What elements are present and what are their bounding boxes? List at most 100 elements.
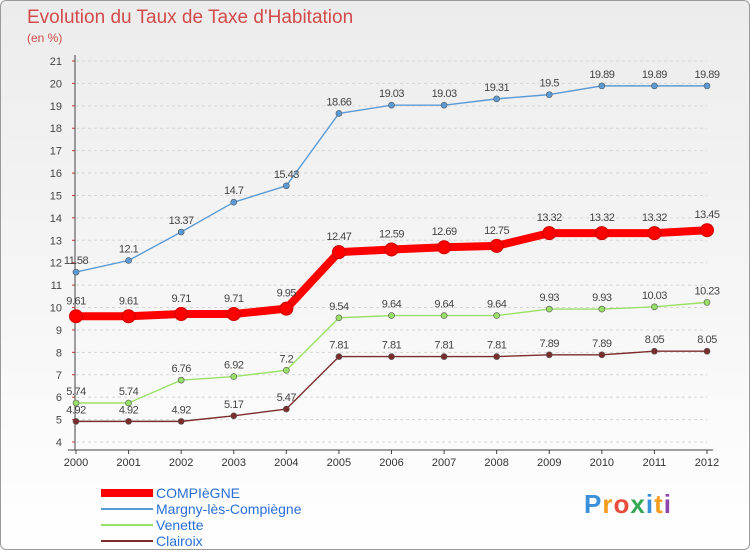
data-labels: 9.61 9.61 9.71 9.71 9.95 12.47 12.59 12.69 12.75… (64, 69, 721, 417)
series-3-point (125, 418, 132, 425)
y-tick-label: 16 (50, 168, 62, 180)
series-2-point (440, 312, 448, 319)
y-tick-label: 18 (50, 123, 62, 135)
data-label: 14.7 (224, 185, 244, 197)
legend-swatch (101, 508, 153, 510)
legend-swatch (101, 524, 153, 526)
series-2-point (493, 312, 500, 319)
data-label: 9.64 (382, 299, 402, 311)
data-label: 9.61 (119, 295, 139, 307)
proxiti-logo: Proxiti (584, 489, 672, 520)
legend-item: COMPIèGNE (101, 485, 361, 501)
data-label: 19.5 (540, 78, 560, 90)
series-2-point (335, 314, 343, 322)
data-label: 4.92 (119, 404, 139, 416)
series-2-point (177, 376, 185, 384)
logo-letter: i (645, 489, 655, 519)
series-0-point (489, 238, 504, 253)
data-label: 13.45 (694, 209, 719, 221)
data-label: 19.31 (484, 82, 509, 94)
series-2-point (598, 305, 606, 313)
y-tick-label: 20 (50, 78, 62, 90)
legend-item: Clairoix (101, 533, 361, 549)
legend: COMPIèGNE Margny-lès-Compiègne Venette Clai… (101, 485, 361, 549)
series-0-point (69, 309, 83, 324)
series-3-point (177, 418, 185, 425)
data-label: 19.89 (694, 69, 719, 81)
legend-swatch (101, 540, 153, 542)
series-1-point (651, 82, 658, 90)
series-0-point (121, 309, 136, 324)
logo-letter: r (602, 489, 614, 519)
data-label: 12.1 (119, 243, 139, 255)
x-tick-label: 2004 (274, 457, 298, 469)
data-label: 10.03 (642, 290, 667, 302)
series-1-point (598, 82, 606, 90)
series-0-point (542, 226, 557, 241)
series-1-point (388, 101, 395, 109)
data-label: 7.2 (279, 353, 293, 365)
logo-letter: t (654, 489, 664, 519)
data-label: 12.47 (326, 231, 351, 243)
y-tick-label: 11 (51, 280, 62, 292)
data-label: 9.71 (224, 293, 244, 305)
series-1-point (230, 198, 238, 206)
series-1-point (493, 95, 500, 103)
series-0-point (594, 226, 609, 241)
series-1-point (545, 91, 553, 98)
data-label: 9.71 (171, 293, 191, 305)
y-tick-label: 14 (50, 213, 62, 225)
series-1-point (440, 101, 448, 109)
x-tick-label: 2006 (379, 457, 403, 469)
x-tick-label: 2003 (222, 457, 246, 469)
series-3-point (651, 347, 658, 355)
series-3-point (230, 412, 238, 420)
y-tick-label: 7 (56, 370, 62, 382)
series-3-point (388, 353, 395, 360)
data-label: 8.05 (645, 334, 665, 346)
series-0-point (226, 307, 241, 322)
series-lines (69, 82, 714, 425)
data-label: 18.66 (326, 96, 351, 108)
logo-letter: i (663, 489, 672, 519)
series-2-point (125, 399, 132, 407)
data-label: 9.64 (487, 299, 507, 311)
legend-label: Clairoix (156, 533, 203, 549)
x-tick-label: 2001 (116, 457, 140, 469)
data-label: 13.32 (589, 212, 614, 224)
y-tick-label: 8 (56, 347, 62, 359)
data-label: 5.74 (119, 386, 139, 398)
data-label: 9.64 (434, 299, 454, 311)
data-label: 7.81 (434, 340, 454, 352)
data-label: 10.23 (694, 285, 719, 297)
y-tick-label: 5 (56, 415, 62, 427)
series-2-point (651, 303, 658, 311)
series-3-point (545, 351, 553, 359)
legend-label: Venette (156, 517, 204, 533)
data-label: 6.76 (171, 363, 191, 375)
series-0-point (437, 240, 452, 255)
data-label: 7.89 (540, 338, 560, 350)
data-label: 13.32 (537, 212, 562, 224)
logo-letter: x (630, 489, 646, 519)
series-3-point (598, 351, 606, 359)
x-tick-label: 2009 (537, 457, 561, 469)
y-tick-label: 9 (56, 325, 62, 337)
series-2-point (283, 366, 290, 374)
data-label: 5.17 (224, 399, 244, 411)
data-label: 11.58 (64, 255, 89, 267)
data-label: 7.81 (329, 340, 349, 352)
legend-label: Margny-lès-Compiègne (156, 501, 302, 517)
series-2-point (388, 312, 395, 319)
data-label: 4.92 (66, 404, 86, 416)
data-label: 4.92 (171, 404, 191, 416)
y-tick-label: 21 (50, 56, 62, 68)
series-0-point (647, 226, 662, 241)
series-3-point (335, 353, 343, 360)
series-1-point (125, 257, 132, 264)
series-0-point (279, 301, 294, 316)
logo-letter: o (613, 489, 631, 519)
data-label: 12.75 (484, 225, 509, 237)
legend-label: COMPIèGNE (156, 485, 241, 501)
series-3-point (703, 347, 711, 355)
